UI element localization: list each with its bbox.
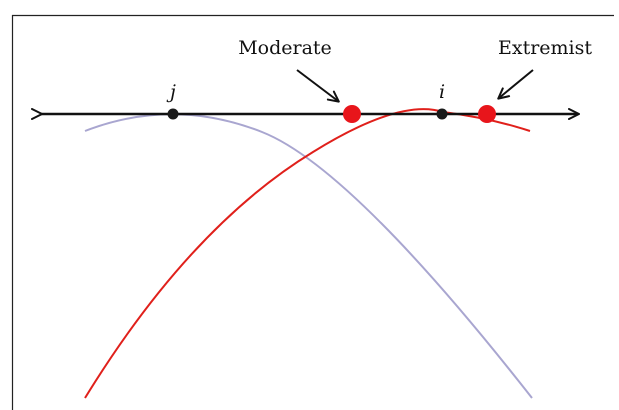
voter-i-label: i (439, 81, 445, 103)
moderate-arrow-icon (296, 69, 340, 103)
voter-j-label: j (166, 81, 176, 103)
moderate-candidate-point (343, 105, 361, 123)
voter-i-point (436, 108, 448, 120)
moderate-label: Moderate (238, 37, 332, 59)
utility-curve-j (84, 113, 533, 399)
voter-j-point (167, 108, 179, 120)
utility-curve-i (84, 108, 531, 399)
extremist-candidate-point (478, 105, 496, 123)
extremist-arrow-icon (497, 69, 534, 100)
extremist-label: Extremist (498, 37, 592, 59)
